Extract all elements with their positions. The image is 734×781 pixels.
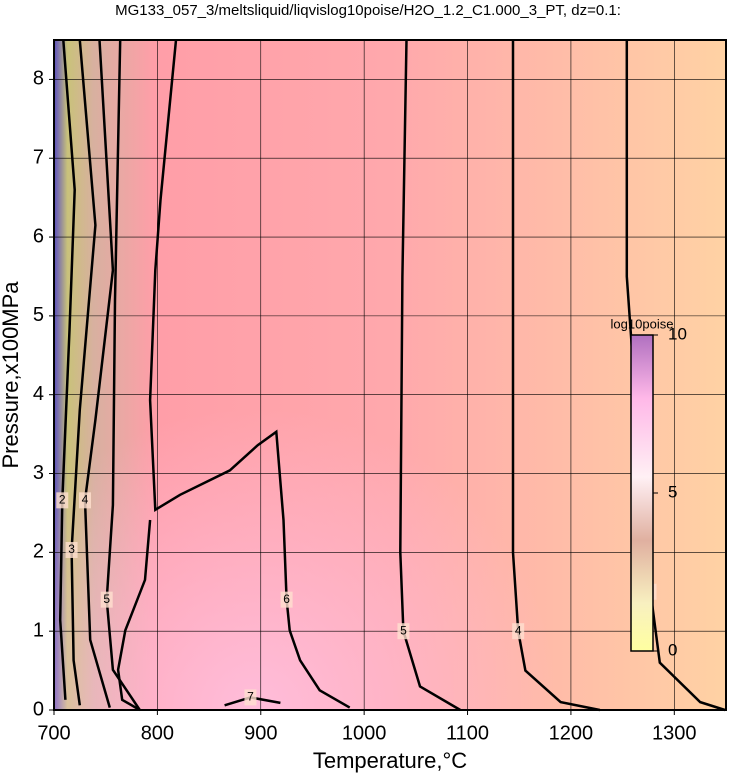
x-tick-label: 900 bbox=[244, 722, 277, 744]
chart-title: MG133_057_3/meltsliquid/liqvislog10poise… bbox=[115, 2, 621, 19]
x-tick-label: 1000 bbox=[342, 722, 387, 744]
contour-label-bg bbox=[65, 541, 78, 558]
contour-label: 7 bbox=[247, 690, 254, 704]
plot-shading bbox=[54, 40, 726, 710]
plot-area bbox=[54, 40, 726, 710]
y-tick-label: 3 bbox=[33, 462, 44, 484]
colorbar-tick-label: 10 bbox=[668, 324, 687, 343]
contour-line bbox=[105, 39, 141, 711]
y-tick-label: 2 bbox=[33, 541, 44, 563]
plot-frame bbox=[53, 39, 727, 711]
y-tick-label: 7 bbox=[33, 147, 44, 169]
x-tick-label: 700 bbox=[37, 722, 70, 744]
contour-label: 4 bbox=[515, 623, 522, 637]
contour-label-bg bbox=[280, 591, 293, 608]
y-tick-label: 5 bbox=[33, 304, 44, 326]
contour-label: 6 bbox=[283, 592, 290, 606]
contour-line bbox=[70, 39, 97, 706]
contour-label-bg bbox=[244, 689, 257, 706]
contour-label: 4 bbox=[82, 493, 89, 507]
x-tick-label: 1100 bbox=[446, 722, 489, 744]
x-tick-label: 1200 bbox=[549, 722, 594, 744]
contour-label-bg bbox=[100, 591, 113, 608]
x-axis-label: Temperature,°C bbox=[313, 748, 467, 773]
contour-line bbox=[58, 39, 76, 700]
y-axis-label: Pressure,x100MPa bbox=[0, 281, 23, 469]
contour-line bbox=[399, 39, 461, 712]
contour-line bbox=[83, 39, 115, 708]
contour-label: 5 bbox=[400, 623, 407, 637]
y-tick-label: 6 bbox=[33, 225, 44, 247]
x-tick-label: 800 bbox=[141, 722, 174, 744]
contour-label-bg bbox=[512, 623, 525, 640]
contour-label: 2 bbox=[59, 493, 66, 507]
contour-label: 5 bbox=[103, 592, 110, 606]
contour-label-bg bbox=[56, 492, 69, 509]
colorbar bbox=[630, 334, 654, 652]
colorbar-title: log10poise bbox=[611, 316, 674, 331]
y-tick-label: 1 bbox=[33, 619, 44, 641]
colorbar-tick-label: 0 bbox=[668, 640, 677, 659]
contour-label: 3 bbox=[68, 542, 75, 556]
layer: 234567543 bbox=[53, 39, 726, 712]
y-tick-label: 8 bbox=[33, 68, 44, 90]
contour-line bbox=[116, 39, 351, 712]
colorbar-tick-label: 5 bbox=[668, 482, 677, 501]
x-tick-label: 1300 bbox=[652, 722, 697, 744]
y-tick-label: 0 bbox=[33, 698, 44, 720]
y-tick-label: 4 bbox=[33, 383, 44, 405]
contour-label-bg bbox=[79, 492, 92, 509]
contour-label-bg bbox=[397, 623, 410, 640]
